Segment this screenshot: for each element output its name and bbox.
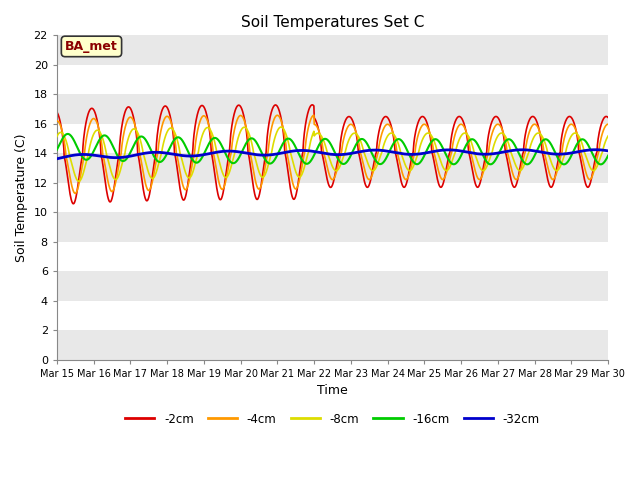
-8cm	[299, 169, 307, 175]
-32cm	[118, 155, 126, 160]
-32cm	[298, 147, 306, 153]
Bar	[57, 183, 608, 212]
-32cm	[604, 148, 612, 154]
Title: Soil Temperatures Set C: Soil Temperatures Set C	[241, 15, 424, 30]
-4cm	[118, 140, 126, 145]
-16cm	[367, 148, 374, 154]
Line: -8cm: -8cm	[57, 127, 608, 181]
-16cm	[96, 136, 104, 142]
-16cm	[604, 153, 612, 158]
-32cm	[308, 148, 316, 154]
Line: -4cm: -4cm	[57, 115, 608, 193]
-2cm	[287, 189, 295, 195]
-2cm	[96, 135, 104, 141]
-2cm	[299, 151, 307, 157]
-16cm	[64, 131, 72, 137]
-2cm	[309, 102, 317, 108]
-16cm	[299, 158, 307, 164]
Line: -16cm: -16cm	[57, 134, 608, 164]
-2cm	[70, 201, 77, 206]
Bar	[57, 330, 608, 360]
-32cm	[592, 147, 600, 153]
-8cm	[367, 167, 375, 173]
-4cm	[299, 160, 307, 166]
Text: BA_met: BA_met	[65, 40, 118, 53]
-2cm	[53, 109, 61, 115]
-32cm	[367, 147, 374, 153]
-16cm	[53, 147, 61, 153]
-4cm	[287, 173, 295, 179]
-32cm	[95, 153, 103, 159]
-32cm	[53, 156, 61, 162]
Bar	[57, 301, 608, 330]
Bar	[57, 124, 608, 153]
-8cm	[75, 179, 83, 184]
Bar	[57, 271, 608, 301]
Bar	[57, 36, 608, 65]
Bar	[57, 65, 608, 95]
-2cm	[604, 115, 612, 120]
Bar	[57, 242, 608, 271]
-8cm	[277, 124, 285, 130]
Bar	[57, 95, 608, 124]
Legend: -2cm, -4cm, -8cm, -16cm, -32cm: -2cm, -4cm, -8cm, -16cm, -32cm	[120, 408, 545, 431]
Bar	[57, 153, 608, 183]
-4cm	[367, 175, 375, 180]
-32cm	[287, 148, 294, 154]
-4cm	[308, 113, 316, 119]
-16cm	[597, 161, 605, 167]
-16cm	[308, 156, 316, 161]
-8cm	[96, 129, 104, 135]
-8cm	[53, 134, 61, 140]
-4cm	[72, 191, 79, 196]
-8cm	[604, 133, 612, 139]
Line: -32cm: -32cm	[57, 150, 608, 159]
-2cm	[367, 174, 375, 180]
-4cm	[53, 118, 61, 124]
-4cm	[310, 112, 317, 118]
X-axis label: Time: Time	[317, 384, 348, 397]
-8cm	[287, 153, 295, 159]
Bar	[57, 212, 608, 242]
-4cm	[96, 130, 104, 136]
-16cm	[287, 137, 295, 143]
-8cm	[118, 160, 126, 166]
-2cm	[118, 120, 126, 126]
Line: -2cm: -2cm	[57, 105, 608, 204]
-16cm	[118, 158, 126, 164]
Y-axis label: Soil Temperature (C): Soil Temperature (C)	[15, 133, 28, 262]
-8cm	[309, 131, 317, 137]
-2cm	[308, 102, 316, 108]
-4cm	[604, 121, 612, 127]
